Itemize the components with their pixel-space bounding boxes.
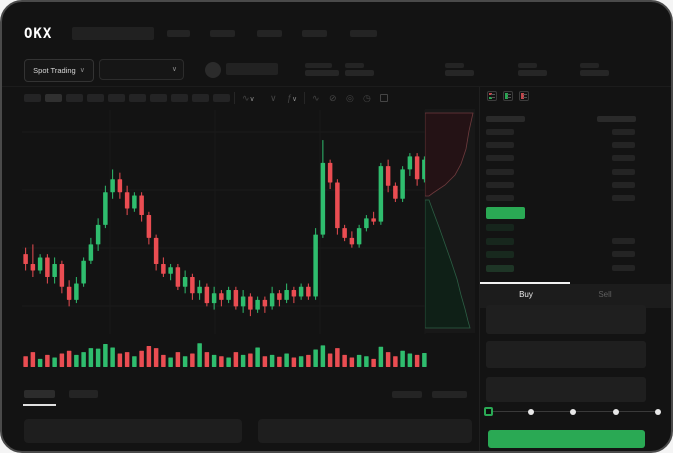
- buy-submit-button[interactable]: [488, 430, 645, 448]
- pair-name-placeholder: [226, 63, 278, 75]
- market-mode-selector[interactable]: Spot Trading ∨: [24, 59, 94, 82]
- nav-item-placeholder[interactable]: [350, 30, 377, 37]
- last-price-value-placeholder: [305, 70, 339, 76]
- nav-item-placeholder[interactable]: [167, 30, 190, 37]
- timeframe-chip-placeholder[interactable]: [108, 94, 125, 102]
- bid-price-placeholder: [486, 251, 514, 258]
- bottom-active-tab-indicator: [23, 404, 56, 406]
- ask-amount-placeholder: [612, 142, 635, 149]
- candlestick-chart[interactable]: [22, 110, 428, 334]
- slider-step-dot[interactable]: [570, 409, 576, 415]
- timeframe-chip-placeholder[interactable]: [213, 94, 230, 102]
- chevron-down-icon[interactable]: ∨: [270, 93, 277, 103]
- stat-value-placeholder: [580, 70, 609, 76]
- bid-amount-placeholder: [612, 238, 635, 244]
- ask-amount-placeholder: [612, 129, 635, 135]
- slider-step-dot[interactable]: [527, 409, 534, 415]
- last-price-label-placeholder: [305, 63, 332, 68]
- bid-price-placeholder: [486, 265, 514, 272]
- bottom-tab-placeholder[interactable]: [69, 390, 98, 398]
- ask-price-placeholder: [486, 168, 514, 175]
- ask-price-placeholder: [486, 142, 514, 149]
- orderbook-header-placeholder: [486, 116, 525, 122]
- tab-sell[interactable]: Sell: [598, 290, 612, 299]
- stat-label-placeholder: [445, 63, 464, 68]
- chevron-down-icon: ∨: [171, 66, 177, 73]
- okx-logo: OKX: [24, 26, 53, 42]
- table-row-placeholder: [258, 419, 472, 443]
- header-search-placeholder[interactable]: [72, 27, 154, 40]
- timeframe-chip-placeholder[interactable]: [24, 94, 41, 102]
- table-row-placeholder: [24, 419, 242, 443]
- stat-value-placeholder: [518, 70, 547, 76]
- slider-step-dot[interactable]: [612, 409, 619, 415]
- timeframe-chip-placeholder[interactable]: [66, 94, 83, 102]
- ask-amount-placeholder: [612, 195, 635, 201]
- timeframe-chip-placeholder[interactable]: [192, 94, 209, 102]
- pair-avatar: [205, 62, 221, 78]
- line-style-icon[interactable]: ∿∨: [242, 93, 255, 103]
- market-mode-label: Spot Trading: [33, 66, 76, 75]
- stat-value-placeholder: [345, 70, 374, 76]
- pair-selector-dropdown[interactable]: ∨: [99, 59, 184, 80]
- panel-divider: [479, 87, 480, 451]
- orderbook-asks-icon[interactable]: [519, 91, 529, 101]
- ask-amount-placeholder: [612, 155, 635, 162]
- wave-icon[interactable]: ∿: [312, 93, 320, 103]
- drawing-tool-icon[interactable]: ⊘: [329, 93, 337, 103]
- stat-label-placeholder: [518, 63, 537, 68]
- timeframe-chip-placeholder[interactable]: [129, 94, 146, 102]
- nav-item-placeholder[interactable]: [302, 30, 327, 37]
- bid-price-placeholder: [486, 238, 514, 245]
- orderbook-header-placeholder: [597, 116, 636, 122]
- bid-price-placeholder: [486, 224, 514, 231]
- bottom-tab-placeholder-active[interactable]: [24, 390, 55, 398]
- timeframe-chip-placeholder[interactable]: [87, 94, 104, 102]
- fullscreen-icon[interactable]: [380, 94, 388, 102]
- order-form-field[interactable]: [486, 341, 646, 368]
- trade-tabbar: [480, 284, 671, 308]
- timeframe-chip-placeholder[interactable]: [171, 94, 188, 102]
- ask-price-placeholder: [486, 195, 514, 201]
- filter-placeholder[interactable]: [432, 391, 467, 398]
- timeframe-chip-placeholder[interactable]: [45, 94, 62, 102]
- chevron-down-icon: ∨: [79, 67, 85, 74]
- market-depth-chart[interactable]: [425, 109, 475, 333]
- ask-price-placeholder: [486, 181, 514, 188]
- header-divider: [2, 86, 671, 87]
- slider-handle[interactable]: [484, 407, 493, 416]
- ask-amount-placeholder: [612, 168, 635, 175]
- order-form-field[interactable]: [486, 305, 646, 334]
- bid-amount-placeholder: [612, 265, 635, 271]
- ask-price-placeholder: [486, 129, 514, 135]
- orderbook-bids-icon[interactable]: [503, 91, 513, 101]
- clock-icon[interactable]: ◷: [363, 93, 371, 103]
- ask-amount-placeholder: [612, 181, 635, 188]
- stat-value-placeholder: [445, 70, 474, 76]
- stat-label-placeholder: [345, 63, 364, 68]
- tab-buy[interactable]: Buy: [519, 290, 533, 299]
- last-price-highlight: [486, 207, 525, 219]
- nav-item-placeholder[interactable]: [257, 30, 282, 37]
- camera-icon[interactable]: ◎: [346, 93, 354, 103]
- toolbar-divider: [234, 92, 235, 104]
- nav-item-placeholder[interactable]: [210, 30, 235, 37]
- orderbook-combined-icon[interactable]: [487, 91, 497, 101]
- order-form-field[interactable]: [486, 377, 646, 402]
- timeframe-chip-placeholder[interactable]: [150, 94, 167, 102]
- indicators-icon[interactable]: ƒ∨: [287, 93, 298, 103]
- stat-label-placeholder: [580, 63, 599, 68]
- slider-step-dot[interactable]: [655, 409, 661, 415]
- bid-amount-placeholder: [612, 251, 635, 257]
- active-tab-indicator: [480, 282, 570, 284]
- filter-placeholder[interactable]: [392, 391, 422, 398]
- toolbar-divider: [304, 92, 305, 104]
- ask-price-placeholder: [486, 155, 514, 162]
- volume-chart[interactable]: [22, 339, 428, 368]
